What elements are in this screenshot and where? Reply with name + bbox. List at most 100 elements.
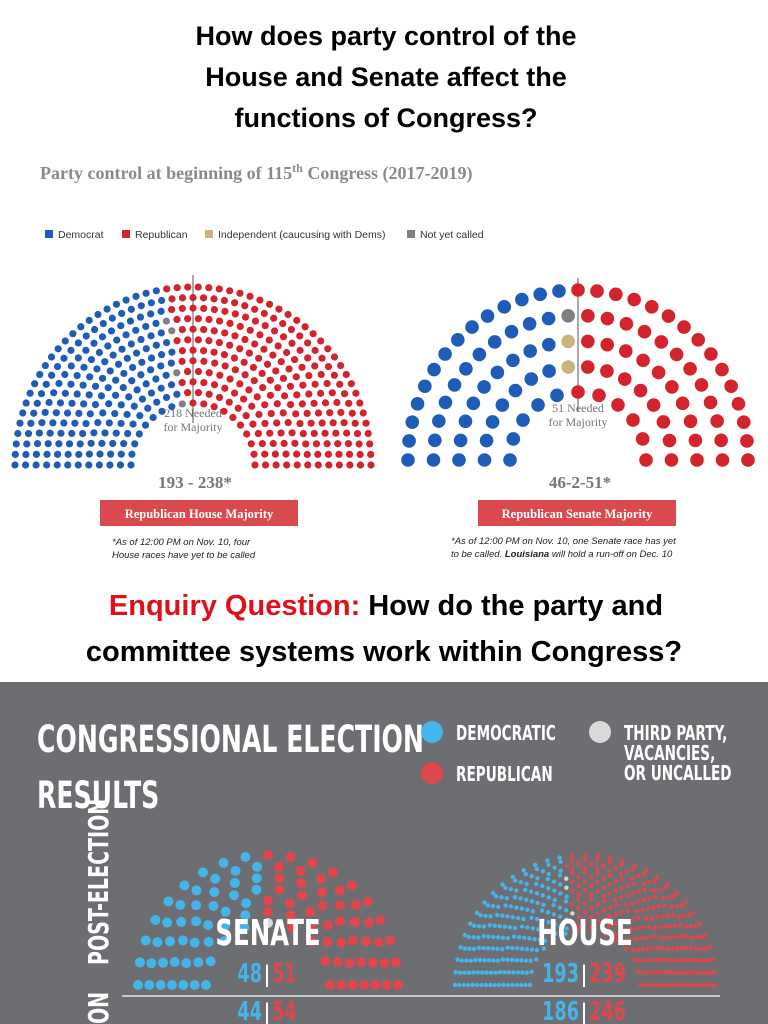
seat [194,389,203,397]
seat [43,450,51,458]
seat [231,310,239,318]
seat [27,419,35,427]
seat [87,356,96,364]
seat [655,914,660,920]
seat [474,910,480,915]
seat [642,872,647,877]
legend-label: VACANCIES, [624,742,715,765]
seat [351,419,359,427]
seat [640,970,646,975]
seat [523,897,529,902]
seat [250,450,258,458]
seat [561,360,576,374]
seat [95,461,103,469]
seat [558,891,563,896]
seat [203,936,214,947]
seat [506,432,521,446]
seat [582,857,588,862]
seat [310,399,318,407]
seat [37,390,46,398]
seat [157,307,165,315]
seat [521,868,526,873]
seat [285,365,293,373]
seat [607,914,613,919]
seat [210,403,218,411]
seat [343,429,351,437]
title-line: functions of Congress? [235,103,538,133]
seat [630,947,636,953]
seat [200,379,208,387]
seat [265,300,274,308]
seat [298,363,306,371]
seat [402,434,416,448]
seat [514,957,519,963]
seat [494,912,500,918]
seat [490,946,496,951]
seat [646,958,651,963]
seat [595,902,600,907]
seat [613,865,618,870]
seat [452,982,458,988]
seat [607,882,612,887]
seat [551,912,557,917]
seat [571,283,585,297]
seat [60,419,68,427]
seat [529,874,534,879]
seat [75,409,83,417]
seat [693,946,699,952]
seat [600,337,615,352]
seat [601,917,606,922]
seat [665,380,679,394]
seat [64,461,72,469]
seat [67,380,75,388]
note: *As of 12:00 PM on Nov. 10, four [112,537,251,548]
seat [683,958,688,963]
seat [136,313,145,321]
seat [41,361,49,370]
seat [74,461,82,469]
seat [629,927,634,932]
seat [299,381,307,389]
seat [690,982,696,988]
seat [683,414,698,429]
seat [580,360,595,374]
seat [133,980,143,990]
seat [478,913,483,918]
seat [201,980,211,990]
seat [200,357,208,365]
seat [495,398,510,412]
seat [510,914,515,920]
seat [464,958,469,963]
seat [191,900,202,911]
seat [529,915,534,921]
seat [485,903,491,908]
seat [90,325,99,334]
seat [534,881,539,886]
seat [236,322,244,331]
seat [205,956,216,967]
seat [630,900,635,906]
seat [335,461,343,469]
seat [612,931,617,936]
seat [539,908,545,913]
seat [142,289,150,297]
seat [46,429,54,437]
seat [633,936,638,942]
seat [142,345,150,353]
seat [35,429,43,437]
seat [662,433,677,448]
seat [514,982,519,988]
seat [279,320,287,328]
seat [625,883,630,889]
seat [95,348,103,357]
seat [570,920,575,925]
seat [261,419,269,428]
seat [570,888,575,894]
seat [681,982,687,988]
seat [646,879,652,885]
seat [246,326,254,334]
seat [205,390,213,398]
seat [508,904,514,909]
seat [73,390,81,398]
seat [274,384,282,392]
